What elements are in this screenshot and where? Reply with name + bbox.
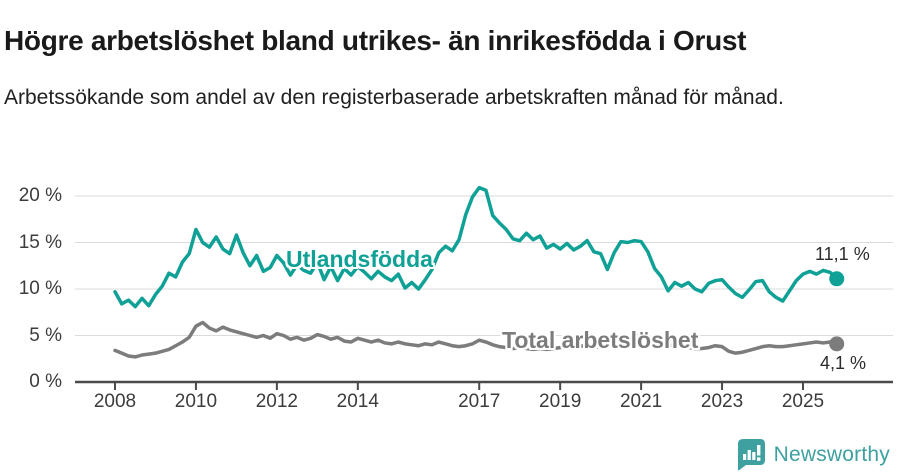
x-axis-label: 2017 [458, 391, 501, 412]
x-axis-label: 2019 [539, 391, 582, 412]
x-axis-label: 2025 [781, 391, 825, 412]
x-axis-label: 2010 [174, 391, 218, 412]
end-value-label-utlandsfodda: 11,1 % [815, 244, 870, 264]
x-axis-label: 2008 [93, 391, 137, 412]
y-axis-label: 5 % [29, 324, 62, 346]
x-axis-label: 2021 [619, 391, 663, 412]
series-label-total: Total arbetslöshet [502, 327, 699, 353]
chart-title: Högre arbetslöshet bland utrikes- än inr… [4, 24, 747, 56]
end-value-label-total: 4,1 % [820, 353, 867, 373]
y-axis-label: 20 % [18, 185, 62, 206]
x-axis-label: 2023 [700, 391, 744, 412]
x-axis-label: 2014 [336, 391, 379, 412]
series-end-dot-total [829, 336, 845, 352]
brand-footer: Newsworthy [735, 438, 890, 471]
brand-name: Newsworthy [773, 442, 890, 466]
series-line-utlandsfodda [113, 185, 839, 309]
series-line-total [113, 320, 839, 359]
x-axis-label: 2012 [255, 391, 299, 412]
y-axis-label: 0 % [29, 371, 62, 392]
chart-subtitle: Arbetssökande som andel av den registerb… [4, 86, 784, 109]
y-axis-label: 10 % [18, 278, 62, 299]
y-axis-label: 15 % [18, 231, 62, 253]
newsworthy-logo-icon [737, 439, 765, 471]
series-end-dot-utlandsfodda [829, 271, 845, 287]
series-label-utlandsfodda: Utlandsfödda [286, 246, 433, 272]
